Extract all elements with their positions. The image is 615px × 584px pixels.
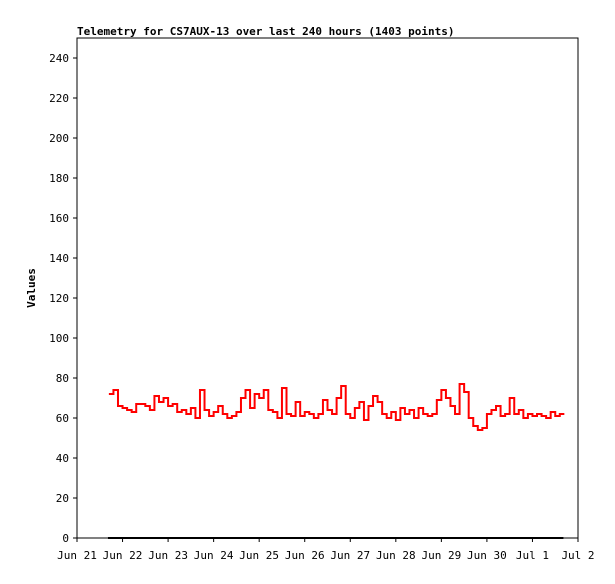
data-line: [108, 383, 565, 431]
x-tick-label: Jun 28: [376, 549, 416, 562]
x-tick-label: Jun 25: [239, 549, 279, 562]
y-tick-label: 80: [56, 372, 69, 385]
x-tick-label: Jun 29: [421, 549, 461, 562]
y-tick-label: 60: [56, 412, 69, 425]
y-tick-label: 220: [49, 92, 69, 105]
x-tick-label: Jun 24: [194, 549, 234, 562]
y-axis-label: Values: [25, 268, 38, 308]
x-tick-label: Jul 1: [516, 549, 549, 562]
y-tick-label: 140: [49, 252, 69, 265]
x-tick-label: Jun 26: [285, 549, 325, 562]
x-tick-label: Jun 23: [148, 549, 188, 562]
y-tick-label: 0: [62, 532, 69, 545]
x-tick-label: Jun 27: [330, 549, 370, 562]
x-tick-label: Jun 22: [103, 549, 143, 562]
y-tick-label: 20: [56, 492, 69, 505]
y-tick-label: 160: [49, 212, 69, 225]
y-tick-label: 120: [49, 292, 69, 305]
x-tick-label: Jun 30: [467, 549, 507, 562]
y-tick-label: 240: [49, 52, 69, 65]
y-tick-label: 100: [49, 332, 69, 345]
y-tick-label: 180: [49, 172, 69, 185]
chart-title: Telemetry for CS7AUX-13 over last 240 ho…: [77, 25, 455, 38]
y-tick-label: 200: [49, 132, 69, 145]
y-tick-label: 40: [56, 452, 69, 465]
x-tick-label: Jul 2: [561, 549, 594, 562]
x-tick-label: Jun 21: [57, 549, 97, 562]
